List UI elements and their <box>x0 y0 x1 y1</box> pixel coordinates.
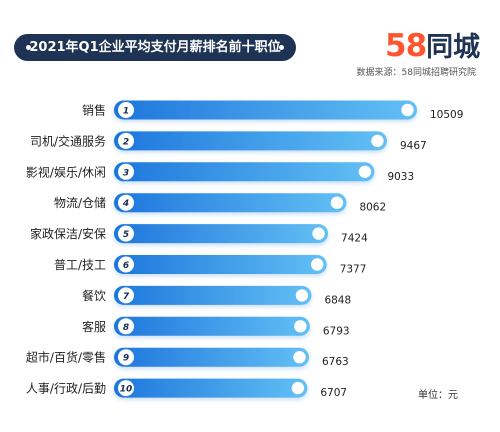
category-label: 客服 <box>82 319 106 334</box>
rank-badge <box>118 225 134 242</box>
title-dot-left-icon <box>26 45 31 50</box>
bar-end-dot <box>330 196 344 209</box>
bar <box>114 255 327 274</box>
unit-label: 单位：元 <box>418 390 458 401</box>
rank-number: 10 <box>120 385 133 395</box>
rank-number: 7 <box>123 292 130 302</box>
category-label: 餐饮 <box>82 288 106 303</box>
value-label: 7424 <box>341 233 368 245</box>
value-label: 9467 <box>400 140 427 152</box>
category-label: 人事/行政/后勤 <box>26 382 106 396</box>
rank-badge <box>118 380 134 397</box>
rank-badge <box>118 194 134 211</box>
bar-end-dot <box>358 165 372 178</box>
bar <box>114 100 417 120</box>
value-label: 6763 <box>322 356 349 368</box>
bar-end-dot <box>312 227 325 240</box>
value-label: 8062 <box>359 202 386 214</box>
bar-end-dot <box>293 351 306 364</box>
category-label: 销售 <box>82 103 106 118</box>
rank-number: 6 <box>123 261 129 271</box>
logo-text: 同城 <box>426 32 481 63</box>
category-label: 物流/仓储 <box>54 195 106 210</box>
rank-number: 2 <box>123 137 129 147</box>
bar-end-dot <box>310 258 324 271</box>
bar <box>114 131 387 151</box>
chart-title: 2021年Q1企业平均支付月薪排名前十职位 <box>14 34 296 61</box>
rank-number: 3 <box>123 168 129 178</box>
bar-end-dot <box>401 103 414 117</box>
rank-badge <box>118 256 134 273</box>
title-dot-right-icon <box>279 45 284 50</box>
rank-badge <box>118 163 134 180</box>
rank-number: 9 <box>123 354 129 364</box>
rank-badge <box>118 287 134 304</box>
bar <box>114 378 308 398</box>
bar <box>114 285 312 305</box>
category-label: 家政保洁/安保 <box>30 226 106 241</box>
rank-number: 1 <box>123 107 129 117</box>
chart-title-text: 2021年Q1企业平均支付月薪排名前十职位 <box>29 40 281 55</box>
rank-number: 4 <box>122 199 129 209</box>
value-label: 10509 <box>430 109 463 121</box>
bar-end-dot <box>295 289 309 302</box>
value-label: 7377 <box>340 264 367 276</box>
bar-end-dot <box>291 381 305 395</box>
rank-badge <box>118 349 134 366</box>
rank-number: 8 <box>123 323 129 333</box>
rank-badge <box>118 102 134 118</box>
value-label: 9033 <box>387 171 414 183</box>
bar <box>114 347 309 367</box>
bar <box>114 162 375 182</box>
category-label: 超市/百货/零售 <box>26 350 106 365</box>
rank-badge <box>118 318 134 335</box>
bar <box>114 224 329 244</box>
rank-badge <box>118 132 134 149</box>
logo-number: 58 <box>385 28 427 64</box>
bar-end-dot <box>371 134 384 148</box>
bar <box>114 193 347 213</box>
bar <box>114 316 310 336</box>
value-label: 6707 <box>320 387 347 399</box>
data-source: 数据来源：58同城招聘研究院 <box>356 68 476 78</box>
value-label: 6793 <box>323 325 350 337</box>
value-label: 6848 <box>324 294 351 306</box>
category-label: 影视/娱乐/休闲 <box>26 164 106 179</box>
category-label: 司机/交通服务 <box>30 133 106 148</box>
rank-number: 5 <box>123 230 129 240</box>
bar-end-dot <box>294 320 307 333</box>
brand-logo: 58同城 <box>385 26 480 66</box>
category-label: 普工/技工 <box>54 258 106 272</box>
